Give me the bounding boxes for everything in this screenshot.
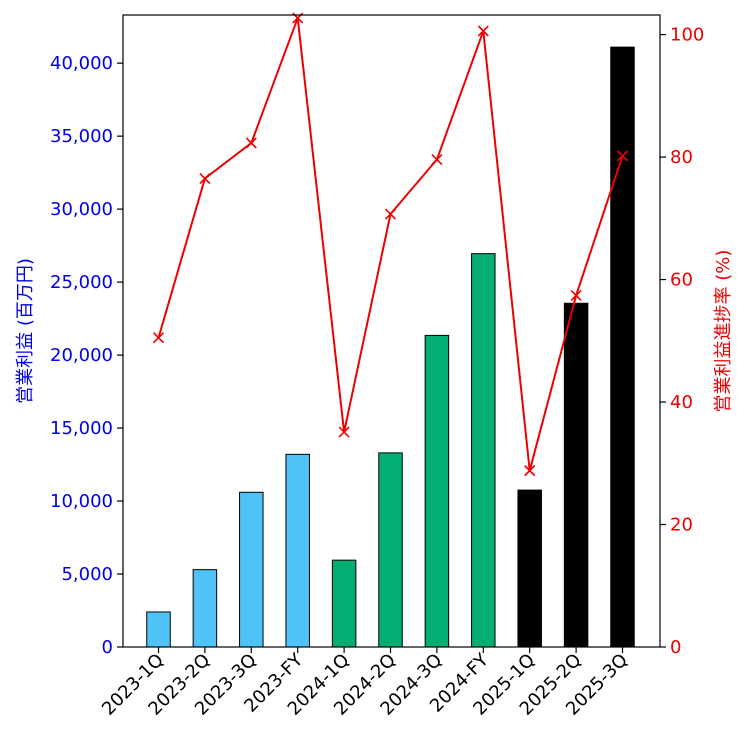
right-tick-label: 100 bbox=[670, 25, 704, 46]
right-tick-label: 80 bbox=[670, 147, 693, 168]
progress-marker-2025-3Q bbox=[616, 150, 629, 162]
progress-marker-2024-1Q bbox=[338, 426, 350, 438]
left-tick-label: 10,000 bbox=[50, 491, 113, 512]
x-axis-ticks: 2023-1Q2023-2Q2023-3Q2023-FY2024-1Q2024-… bbox=[98, 647, 632, 720]
progress-marker-2025-2Q bbox=[570, 289, 582, 302]
progress-line bbox=[157, 17, 624, 471]
left-tick-label: 20,000 bbox=[50, 345, 113, 366]
left-tick-label: 5,000 bbox=[61, 564, 113, 585]
progress-marker-2023-3Q bbox=[245, 137, 257, 149]
progress-marker-2024-FY bbox=[477, 25, 489, 37]
progress-line-series bbox=[152, 12, 629, 477]
bar-2024-2Q bbox=[378, 452, 403, 648]
progress-marker-2023-1Q bbox=[152, 332, 165, 344]
left-tick-label: 15,000 bbox=[50, 418, 113, 439]
left-tick-label: 30,000 bbox=[50, 199, 113, 220]
left-tick-label: 0 bbox=[102, 637, 113, 658]
bar-2024-FY bbox=[471, 253, 496, 648]
progress-marker-2024-2Q bbox=[384, 208, 397, 220]
left-tick-label: 40,000 bbox=[50, 53, 113, 74]
left-tick-label: 35,000 bbox=[50, 126, 113, 147]
right-tick-label: 60 bbox=[670, 270, 693, 291]
right-axis-label: 営業利益進捗率 (%) bbox=[713, 250, 734, 413]
bar-2025-1Q bbox=[517, 489, 542, 648]
left-tick-label: 25,000 bbox=[50, 272, 113, 293]
right-tick-label: 0 bbox=[670, 637, 681, 658]
progress-marker-2025-1Q bbox=[524, 465, 536, 477]
bar-2024-3Q bbox=[424, 334, 450, 648]
bar-series bbox=[146, 46, 635, 648]
bar-2023-FY bbox=[285, 453, 310, 648]
right-tick-label: 40 bbox=[670, 392, 693, 413]
left-axis-ticks: 0 5,000 10,000 15,000 20,000 25,000 30,000 35,0… bbox=[50, 53, 123, 658]
left-axis-label: 営業利益 (百万円) bbox=[15, 258, 36, 404]
bar-2023-3Q bbox=[239, 491, 264, 648]
bar-2023-2Q bbox=[192, 569, 218, 648]
progress-marker-2024-3Q bbox=[431, 153, 443, 166]
right-tick-label: 20 bbox=[670, 515, 693, 536]
bar-2025-3Q bbox=[610, 46, 635, 648]
plot-frame bbox=[122, 14, 661, 648]
progress-marker-2023-2Q bbox=[199, 172, 211, 185]
bar-2023-1Q bbox=[146, 611, 171, 648]
right-axis-ticks: 0 20 40 60 80 100 bbox=[660, 25, 704, 658]
bar-2025-2Q bbox=[563, 302, 589, 648]
bar-2024-1Q bbox=[331, 559, 357, 648]
